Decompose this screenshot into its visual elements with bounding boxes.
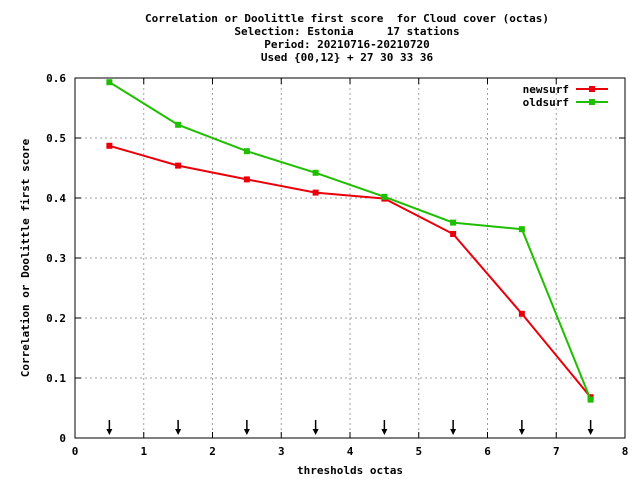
threshold-arrow-head — [587, 429, 594, 435]
series-line-oldsurf — [108, 81, 592, 400]
point-oldsurf — [312, 169, 319, 176]
y-tick-label: 0.3 — [46, 252, 66, 265]
legend-marker-oldsurf — [589, 99, 595, 105]
point-newsurf — [312, 189, 319, 196]
chart-title: Correlation or Doolittle first score for… — [145, 12, 549, 64]
series-line-newsurf — [109, 144, 592, 398]
x-tick-label: 6 — [484, 445, 491, 458]
point-oldsurf — [175, 121, 182, 128]
y-tick-label: 0 — [59, 432, 66, 445]
y-tick-labels: 0 0.1 0.2 0.3 0.4 0.5 0.6 — [46, 72, 66, 445]
x-tick-label: 4 — [347, 445, 354, 458]
point-newsurf — [450, 231, 457, 237]
x-tick-labels: 0 1 2 3 4 5 6 7 8 — [72, 445, 629, 458]
x-axis-label: thresholds octas — [297, 464, 403, 477]
point-newsurf — [175, 162, 182, 169]
x-tick-label: 7 — [553, 445, 560, 458]
y-tick-label: 0.4 — [46, 192, 66, 205]
threshold-arrow-head — [312, 429, 319, 435]
series — [106, 79, 594, 403]
x-tick-label: 3 — [278, 445, 285, 458]
title-line-4: Used {00,12} + 27 30 33 36 — [261, 51, 434, 64]
point-newsurf — [243, 176, 250, 183]
threshold-arrows — [106, 420, 594, 435]
y-tick-label: 0.2 — [46, 312, 66, 325]
legend-label-oldsurf: oldsurf — [523, 96, 569, 109]
point-newsurf — [518, 310, 525, 317]
x-tick-label: 2 — [209, 445, 216, 458]
y-tick-label: 0.5 — [46, 132, 66, 145]
grid — [75, 78, 625, 438]
point-newsurf — [106, 142, 113, 149]
x-tick-label: 1 — [140, 445, 147, 458]
point-oldsurf — [106, 79, 113, 86]
threshold-arrow-head — [243, 429, 250, 435]
point-oldsurf — [243, 148, 250, 155]
point-oldsurf — [587, 396, 594, 403]
y-tick-label: 0.6 — [46, 72, 66, 85]
y-axis-label: Correlation or Doolittle first score — [19, 138, 32, 377]
threshold-arrow-head — [106, 429, 113, 435]
threshold-arrow-head — [381, 429, 388, 435]
legend-marker-newsurf — [589, 86, 595, 92]
threshold-arrow-head — [175, 429, 182, 435]
legend-label-newsurf: newsurf — [523, 83, 569, 96]
point-oldsurf — [518, 226, 525, 233]
axis-ticks — [74, 77, 626, 439]
title-line-2: Selection: Estonia 17 stations — [234, 25, 459, 38]
x-tick-label: 8 — [622, 445, 629, 458]
title-line-1: Correlation or Doolittle first score for… — [145, 12, 549, 25]
threshold-arrow-head — [518, 429, 525, 435]
point-oldsurf — [381, 193, 388, 200]
x-tick-label: 5 — [415, 445, 422, 458]
x-tick-label: 0 — [72, 445, 79, 458]
point-oldsurf — [450, 219, 457, 226]
threshold-arrow-head — [450, 429, 457, 435]
y-tick-label: 0.1 — [46, 372, 66, 385]
title-line-3: Period: 20210716-20210720 — [264, 38, 430, 51]
